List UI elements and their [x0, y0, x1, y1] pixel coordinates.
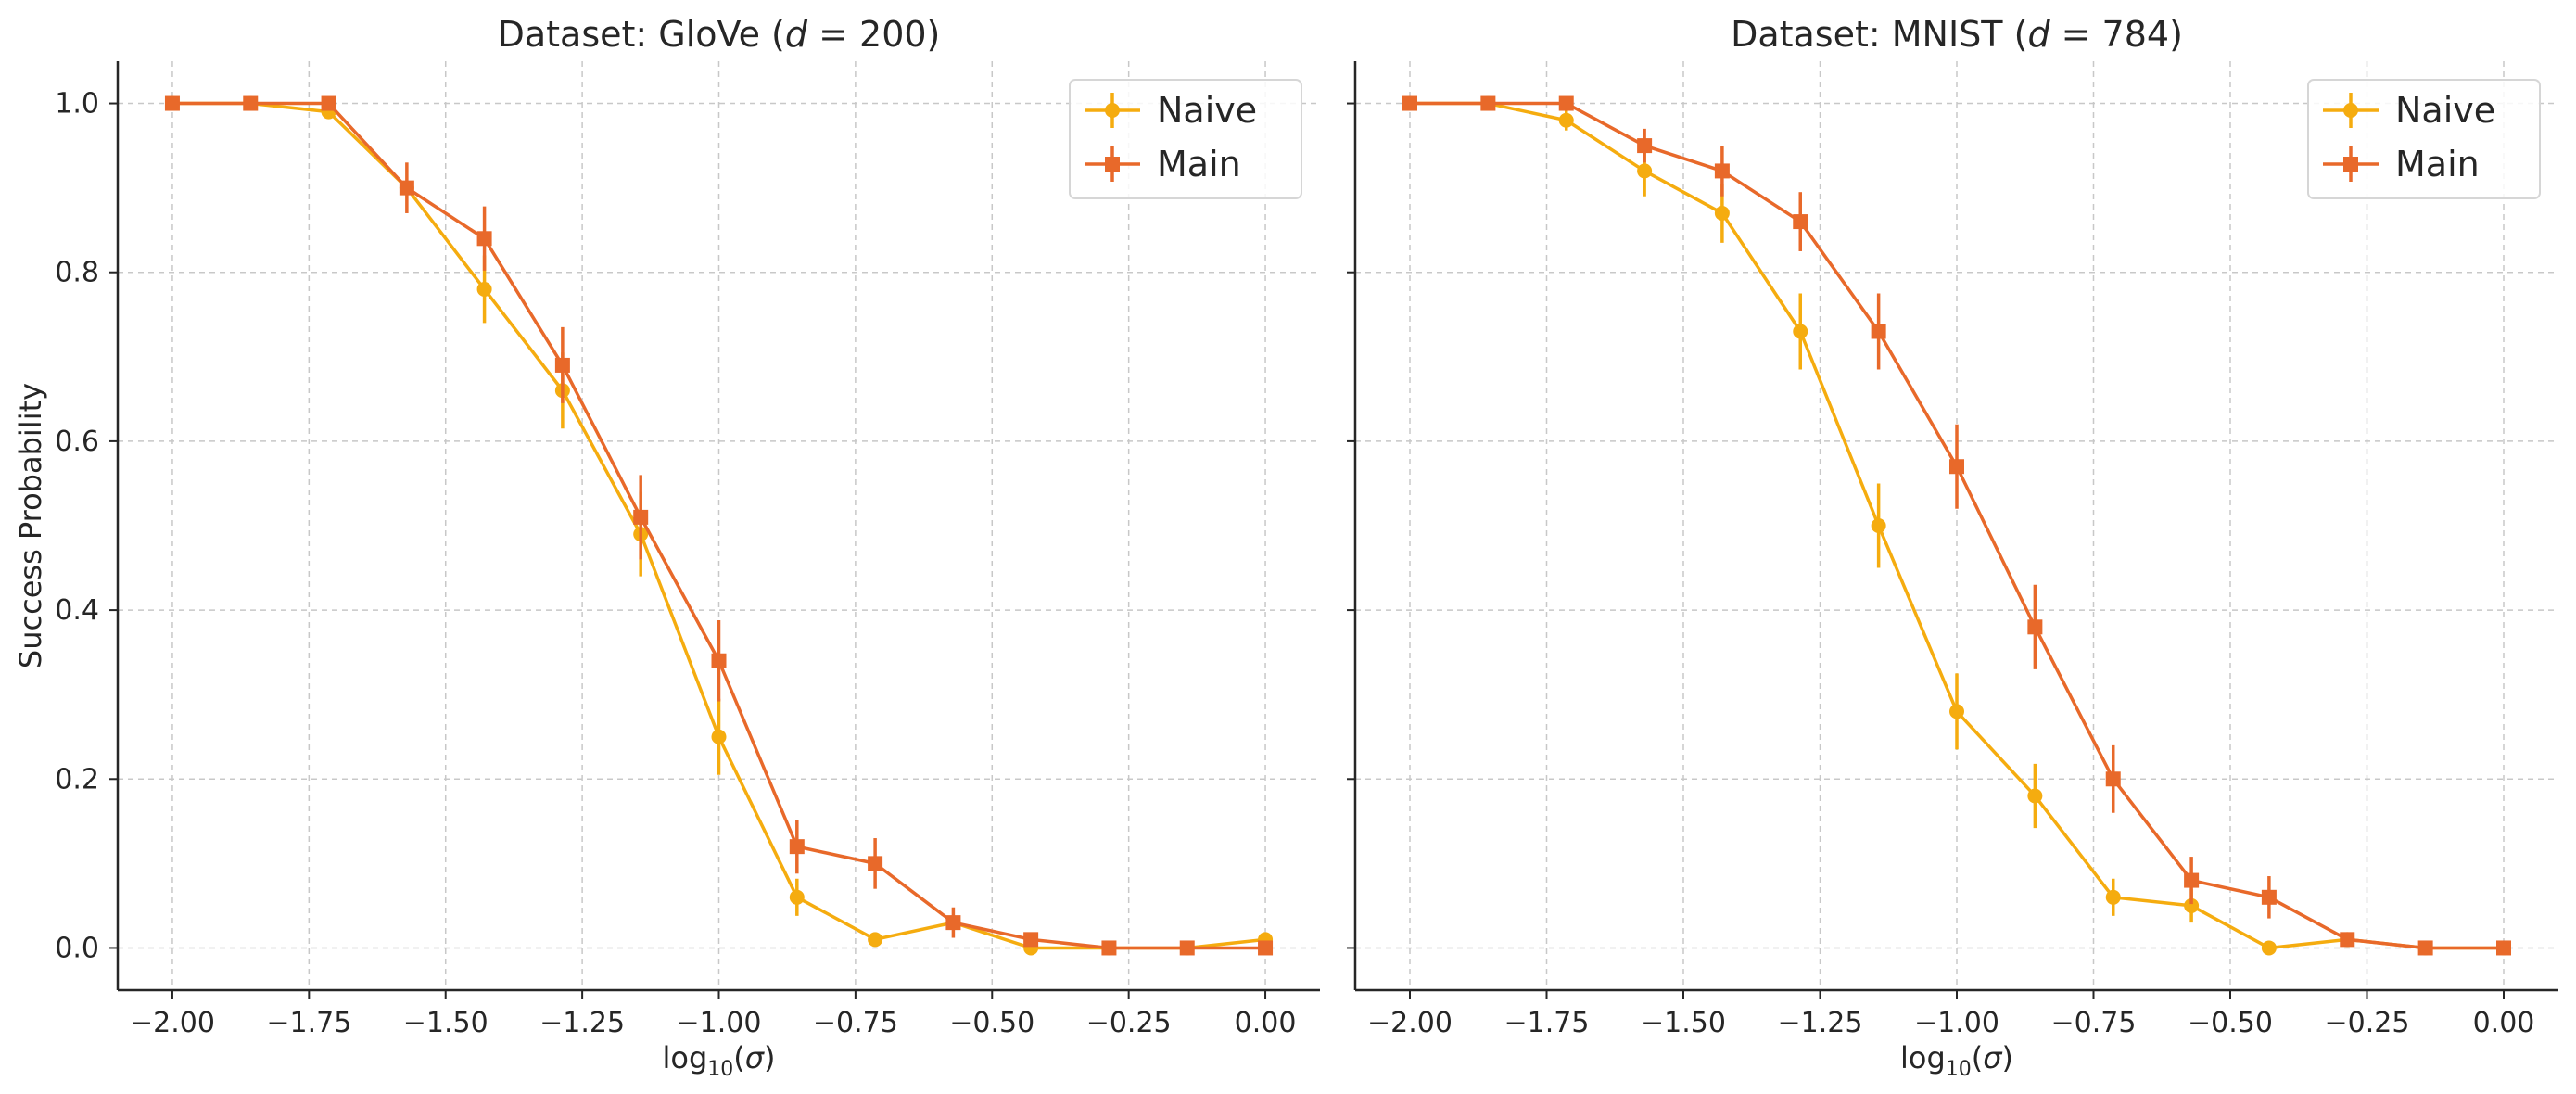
data-point [399, 180, 414, 196]
x-tick-label: −1.75 [1504, 1007, 1590, 1039]
data-point [2027, 619, 2043, 635]
data-point [554, 357, 570, 373]
data-point [945, 915, 961, 931]
data-point [789, 839, 805, 855]
legend-label: Naive [2395, 90, 2495, 131]
data-point [2261, 889, 2277, 905]
data-point [1558, 95, 1574, 111]
legend: Naive Main [1069, 79, 1302, 199]
x-tick-label: −1.50 [1641, 1007, 1726, 1039]
y-axis-label: Success Probability [13, 383, 48, 668]
x-tick-label: −2.00 [130, 1007, 215, 1039]
chart-panel-mnist: −2.00 −1.75 −1.50 −1.25 −1.00 −0.75 −0.50 −0.25… [1347, 14, 2558, 1081]
data-point [476, 231, 492, 247]
legend-label: Naive [1157, 90, 1257, 131]
legend-marker [1105, 103, 1120, 118]
data-point [1179, 940, 1195, 956]
data-point [2184, 872, 2200, 888]
x-tick-label: −1.50 [403, 1007, 489, 1039]
legend-marker [2343, 157, 2358, 172]
x-axis-label: log10(σ) [662, 1040, 775, 1081]
data-point [868, 932, 883, 948]
data-point [1793, 324, 1808, 339]
data-point [1637, 163, 1653, 179]
legend-label: Main [2395, 144, 2480, 184]
y-tick-label: 0.4 [55, 594, 99, 627]
data-point [2261, 940, 2277, 956]
legend-marker [2343, 103, 2358, 118]
y-tick-label: 0.6 [55, 426, 99, 458]
data-point [1023, 932, 1039, 948]
data-point [1637, 138, 1653, 154]
data-point [1793, 214, 1808, 230]
y-tick-label: 1.0 [55, 88, 99, 121]
y-tick-label: 0.0 [55, 932, 99, 964]
data-point [711, 653, 727, 668]
legend: Naive Main [2307, 79, 2541, 199]
data-point [164, 95, 180, 111]
data-point [868, 856, 883, 871]
data-point [633, 509, 649, 525]
data-point [476, 281, 492, 297]
x-tick-label: 0.00 [1235, 1007, 1297, 1039]
x-tick-label: −1.00 [677, 1007, 762, 1039]
x-tick-label: −2.00 [1367, 1007, 1453, 1039]
series-main [164, 95, 1274, 956]
y-tick-label: 0.8 [55, 257, 99, 289]
data-point [2184, 897, 2200, 913]
data-point [2496, 940, 2511, 956]
data-point [2417, 940, 2433, 956]
data-point [1714, 205, 1730, 221]
x-tick-label: −0.25 [1086, 1007, 1172, 1039]
x-tick-label: −0.50 [2188, 1007, 2273, 1039]
x-axis-label: log10(σ) [1900, 1040, 2013, 1081]
data-point [1402, 95, 1417, 111]
data-point [1480, 95, 1496, 111]
data-point [2340, 932, 2355, 948]
x-tick-label: −1.75 [266, 1007, 351, 1039]
x-tick-label: −0.75 [2051, 1007, 2137, 1039]
data-point [2027, 788, 2043, 804]
data-point [1871, 518, 1886, 533]
data-point [243, 95, 259, 111]
legend-marker [1105, 157, 1120, 172]
data-point [321, 95, 336, 111]
x-tick-label: −0.75 [813, 1007, 898, 1039]
series-main [1402, 95, 2511, 956]
chart-title: Dataset: MNIST (d = 784) [1731, 14, 2183, 55]
x-tick-label: −0.25 [2325, 1007, 2410, 1039]
data-point [1949, 459, 1964, 475]
x-tick-label: −1.00 [1914, 1007, 1999, 1039]
data-point [1949, 704, 1964, 719]
data-point [1871, 324, 1886, 339]
chart-panel-glove: −2.00 −1.75 −1.50 −1.25 −1.00 −0.75 −0.50 −0.25… [13, 14, 1320, 1081]
legend-label: Main [1157, 144, 1241, 184]
y-tick-label: 0.2 [55, 763, 99, 795]
x-tick-label: 0.00 [2473, 1007, 2535, 1039]
data-point [2105, 771, 2121, 787]
data-point [1714, 163, 1730, 179]
x-tick-label: −1.25 [539, 1007, 625, 1039]
data-point [1258, 940, 1274, 956]
data-point [2105, 889, 2121, 905]
data-point [789, 889, 805, 905]
x-tick-label: −1.25 [1778, 1007, 1863, 1039]
chart-title: Dataset: GloVe (d = 200) [498, 14, 941, 55]
data-point [711, 729, 727, 744]
data-point [1101, 940, 1117, 956]
x-tick-label: −0.50 [949, 1007, 1034, 1039]
data-point [1558, 112, 1574, 128]
